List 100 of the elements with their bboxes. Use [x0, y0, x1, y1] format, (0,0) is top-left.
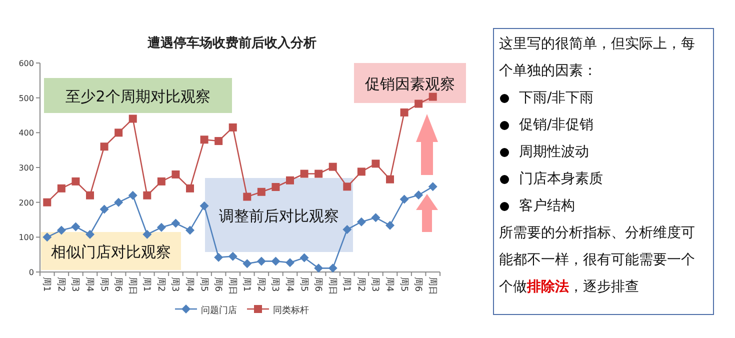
point	[114, 198, 124, 207]
point	[386, 220, 394, 230]
legend-item: 同类标杆	[247, 305, 309, 316]
point	[342, 225, 352, 234]
point	[100, 142, 108, 151]
y-tick-label: 600	[18, 59, 34, 68]
point	[214, 252, 224, 262]
annotation: 促销因素观察	[354, 63, 466, 103]
x-tick-label: 周2	[255, 277, 266, 292]
point	[114, 128, 123, 137]
point	[400, 108, 408, 116]
point	[214, 137, 223, 146]
point	[200, 201, 209, 210]
x-tick-label: 周6	[112, 277, 124, 292]
point	[56, 226, 66, 235]
x-tick-label: 周日	[326, 277, 338, 295]
point	[414, 190, 424, 200]
annotation: 调整前后对比观察	[205, 178, 353, 252]
point	[257, 188, 266, 196]
point	[256, 256, 266, 266]
y-tick-label: 200	[18, 198, 34, 208]
point	[357, 168, 366, 176]
text: 周期性波动	[518, 143, 590, 162]
x-tick-label: 周1	[241, 277, 252, 292]
point	[71, 222, 80, 232]
point	[414, 100, 423, 108]
text: 下雨/非下雨	[518, 89, 595, 108]
point	[228, 123, 237, 132]
point	[43, 198, 52, 206]
x-tick-label: 周6	[312, 277, 324, 292]
point	[157, 177, 166, 186]
point	[328, 162, 337, 171]
x-tick-label: 周4	[284, 277, 295, 292]
x-tick-label: 周4	[84, 277, 95, 292]
chart-title: 遭遇停车场收费前后收入分析	[146, 35, 316, 51]
annotation: 促销因素观察	[365, 75, 455, 93]
point	[156, 222, 166, 232]
point	[286, 258, 294, 268]
x-tick-label: 周5	[198, 277, 210, 292]
x-tick-label: 周1	[41, 277, 52, 292]
x-tick-label: 周2	[355, 277, 366, 292]
point	[57, 184, 66, 192]
point	[314, 264, 324, 273]
x-tick-label: 周3	[370, 277, 381, 292]
point	[86, 191, 94, 200]
legend-label: 问题门店	[201, 305, 237, 316]
point	[72, 177, 80, 186]
point	[200, 136, 208, 144]
point	[300, 253, 309, 262]
legend-item: 问题门店	[175, 304, 237, 316]
text: 排除法	[527, 279, 569, 295]
text: 促销/非促销	[518, 116, 595, 135]
x-tick-label: 周日	[426, 277, 438, 295]
point	[400, 194, 409, 204]
point	[128, 190, 138, 200]
x-tick-label: 周5	[98, 277, 110, 292]
point	[228, 252, 238, 261]
annotation: 至少2个周期对比观察	[44, 78, 232, 113]
text: 这里写的很简单，但实际上，每个单独的因素：	[499, 35, 696, 81]
point	[242, 259, 252, 268]
x-tick-label: 周5	[398, 277, 410, 292]
x-tick-label: 周日	[226, 277, 238, 295]
x-tick-label: 周6	[412, 277, 424, 292]
point	[128, 114, 137, 123]
x-tick-label: 周3	[70, 277, 81, 292]
point	[172, 170, 180, 178]
text: 门店本身素质	[518, 170, 604, 189]
point	[286, 176, 294, 184]
point	[428, 182, 438, 192]
point	[372, 160, 380, 168]
point	[428, 92, 437, 101]
point	[100, 204, 109, 214]
annotation: 相似门店对比观察	[41, 232, 181, 270]
x-tick-label: 周3	[170, 277, 181, 292]
point	[86, 230, 94, 239]
point	[343, 182, 352, 191]
x-tick-label: 周3	[270, 277, 281, 292]
x-tick-label: 周2	[55, 277, 66, 292]
y-tick-label: 0	[28, 268, 34, 277]
annotation: 相似门店对比观察	[51, 243, 171, 261]
point	[314, 170, 323, 178]
point	[171, 218, 180, 228]
y-tick-label: 400	[18, 128, 34, 138]
y-tick-label: 500	[18, 94, 34, 103]
x-tick-label: 周2	[155, 277, 166, 292]
annotation: 至少2个周期对比观察	[66, 88, 210, 106]
annotation: 调整前后对比观察	[219, 207, 339, 225]
text: ，逐步排查	[569, 279, 639, 295]
point	[143, 191, 152, 200]
point	[371, 213, 380, 222]
point	[186, 226, 194, 235]
point	[356, 217, 366, 226]
x-tick-label: 周1	[341, 277, 352, 292]
point	[42, 232, 52, 242]
x-tick-label: 周4	[384, 277, 395, 292]
point	[186, 184, 194, 192]
x-tick-label: 周1	[141, 277, 152, 292]
legend-label: 同类标杆	[273, 305, 309, 316]
point	[386, 175, 394, 184]
x-tick-label: 周4	[184, 277, 195, 292]
